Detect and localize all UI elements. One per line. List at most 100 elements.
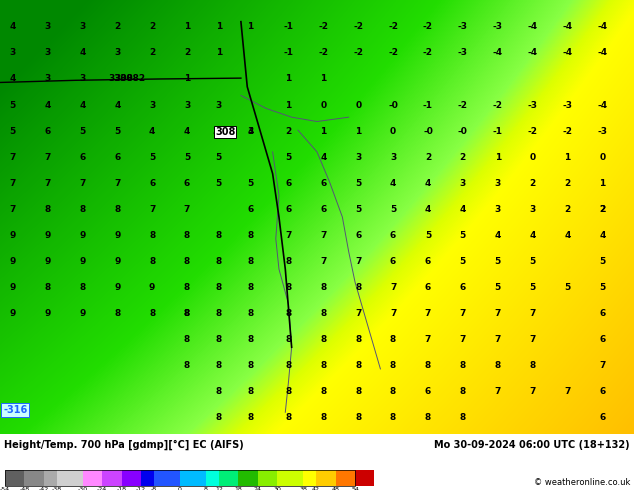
Text: 8: 8: [460, 361, 466, 370]
Text: 6: 6: [184, 179, 190, 188]
FancyBboxPatch shape: [180, 470, 206, 486]
Text: 8: 8: [285, 257, 292, 266]
Text: 6: 6: [599, 335, 605, 344]
Text: 6: 6: [599, 387, 605, 396]
Text: 5: 5: [495, 283, 501, 292]
Text: 1: 1: [216, 23, 222, 31]
Text: 4: 4: [425, 205, 431, 214]
Text: 3: 3: [390, 152, 396, 162]
Text: 8: 8: [247, 413, 254, 422]
Text: 3: 3: [44, 74, 51, 83]
Text: 8: 8: [247, 231, 254, 240]
Text: 1: 1: [320, 126, 327, 136]
Text: 5: 5: [495, 257, 501, 266]
Text: 9: 9: [10, 231, 16, 240]
Text: 1: 1: [216, 49, 222, 57]
Text: -1: -1: [423, 100, 433, 110]
Text: 7: 7: [529, 387, 536, 396]
Text: 8: 8: [355, 283, 361, 292]
FancyBboxPatch shape: [355, 470, 375, 486]
Text: 8: 8: [320, 335, 327, 344]
Text: -3: -3: [458, 23, 468, 31]
Text: -2: -2: [527, 126, 538, 136]
Text: 8: 8: [390, 335, 396, 344]
Text: 8: 8: [216, 231, 222, 240]
Text: 33082: 33082: [114, 74, 146, 83]
Text: 3: 3: [495, 205, 501, 214]
Text: 5: 5: [599, 283, 605, 292]
Text: 8: 8: [184, 309, 190, 318]
Text: 7: 7: [10, 179, 16, 188]
Text: 8: 8: [355, 387, 361, 396]
Text: 3: 3: [460, 179, 466, 188]
Text: -4: -4: [562, 23, 573, 31]
Text: 0: 0: [355, 100, 361, 110]
Text: 8: 8: [184, 231, 190, 240]
Text: 8: 8: [149, 257, 155, 266]
Text: 7: 7: [79, 179, 86, 188]
Text: 7: 7: [599, 361, 605, 370]
Text: 1: 1: [320, 74, 327, 83]
Text: 8: 8: [355, 413, 361, 422]
Text: -2: -2: [562, 126, 573, 136]
Text: 8: 8: [390, 413, 396, 422]
Text: 8: 8: [216, 413, 222, 422]
Text: 8: 8: [216, 361, 222, 370]
Text: 8: 8: [425, 413, 431, 422]
Text: -4: -4: [597, 23, 607, 31]
Text: 8: 8: [216, 335, 222, 344]
Text: -2: -2: [493, 100, 503, 110]
Text: 7: 7: [355, 309, 361, 318]
Text: 3: 3: [149, 100, 155, 110]
Text: 9: 9: [10, 257, 16, 266]
Text: 3: 3: [44, 23, 51, 31]
Text: 6: 6: [79, 152, 86, 162]
Text: -30: -30: [78, 487, 88, 490]
Text: -3: -3: [597, 126, 607, 136]
Text: 8: 8: [216, 257, 222, 266]
Text: 8: 8: [44, 205, 51, 214]
Text: 1: 1: [355, 126, 361, 136]
Text: 7: 7: [390, 283, 396, 292]
Text: 0: 0: [529, 152, 536, 162]
Text: 7: 7: [44, 179, 51, 188]
Text: 7: 7: [529, 309, 536, 318]
Text: 4: 4: [10, 23, 16, 31]
Text: 6: 6: [390, 231, 396, 240]
FancyBboxPatch shape: [25, 470, 44, 486]
Text: 3: 3: [529, 205, 536, 214]
Text: 6: 6: [114, 152, 120, 162]
Text: 4: 4: [79, 100, 86, 110]
Text: -2: -2: [423, 49, 433, 57]
Text: -3: -3: [527, 100, 538, 110]
FancyBboxPatch shape: [83, 470, 102, 486]
FancyBboxPatch shape: [335, 470, 355, 486]
FancyBboxPatch shape: [316, 470, 335, 486]
Text: 9: 9: [10, 309, 16, 318]
Text: 1: 1: [184, 74, 190, 83]
Text: 7: 7: [184, 205, 190, 214]
Text: 7: 7: [495, 309, 501, 318]
Text: 4: 4: [390, 179, 396, 188]
Text: -4: -4: [527, 49, 538, 57]
Text: 4: 4: [114, 100, 120, 110]
Text: 2: 2: [564, 179, 571, 188]
Text: 9: 9: [114, 283, 120, 292]
Text: 5: 5: [114, 126, 120, 136]
Text: 4: 4: [216, 126, 222, 136]
Text: 7: 7: [460, 309, 466, 318]
Text: -0: -0: [423, 126, 433, 136]
Text: 8: 8: [425, 361, 431, 370]
Text: 7: 7: [10, 205, 16, 214]
Text: 5: 5: [564, 283, 571, 292]
FancyBboxPatch shape: [303, 470, 316, 486]
FancyBboxPatch shape: [141, 470, 154, 486]
Text: Mo 30-09-2024 06:00 UTC (18+132): Mo 30-09-2024 06:00 UTC (18+132): [434, 440, 630, 450]
Text: 5: 5: [247, 179, 254, 188]
Text: -2: -2: [388, 23, 398, 31]
Text: 8: 8: [247, 335, 254, 344]
Text: 3: 3: [79, 74, 86, 83]
Text: 5: 5: [355, 179, 361, 188]
Text: Height/Temp. 700 hPa [gdmp][°C] EC (AIFS): Height/Temp. 700 hPa [gdmp][°C] EC (AIFS…: [4, 440, 243, 450]
Text: 8: 8: [184, 335, 190, 344]
